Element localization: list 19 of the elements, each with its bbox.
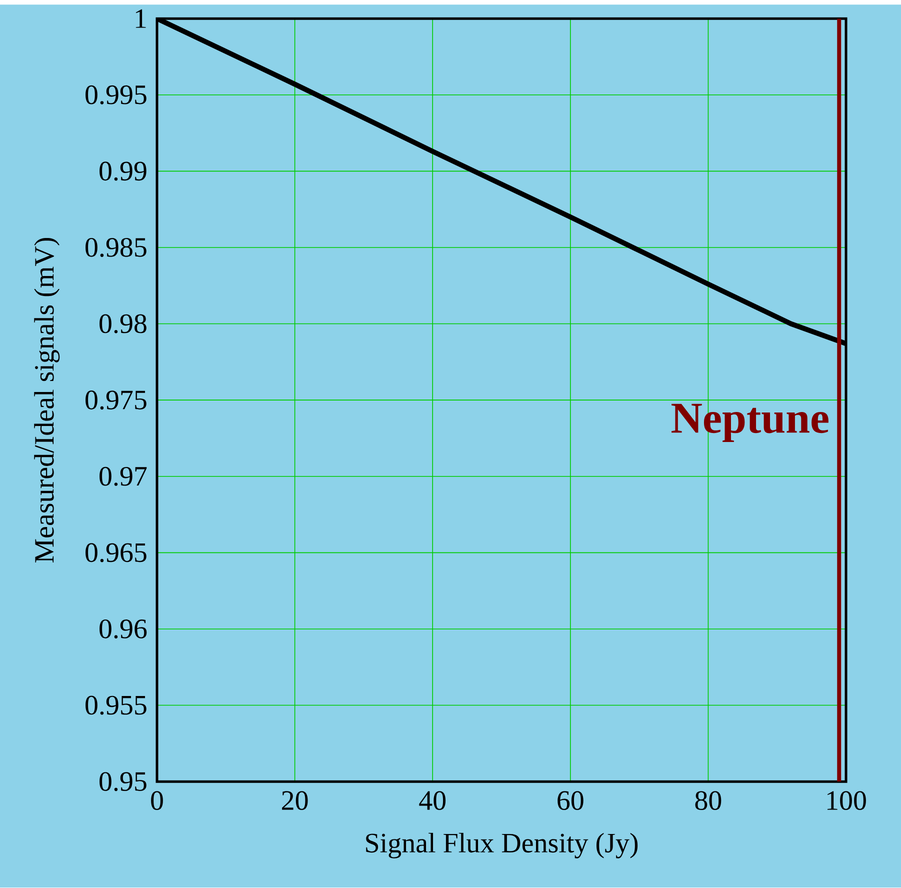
y-tick-label: 0.985 — [86, 238, 146, 258]
x-tick-label: 100 — [827, 791, 866, 810]
y-tick-label: 0.995 — [86, 86, 146, 105]
y-tick-label: 0.99 — [100, 162, 146, 181]
y-tick-label: 0.95 — [100, 772, 146, 792]
y-tick-label: 0.955 — [86, 696, 146, 715]
y-tick-label: 0.98 — [100, 314, 146, 334]
y-tick-label: 0.975 — [86, 390, 146, 410]
y-tick-label: 1 — [136, 10, 146, 28]
x-tick-label: 60 — [558, 791, 584, 810]
x-tick-label: 20 — [282, 791, 308, 810]
y-tick-label: 0.97 — [100, 467, 147, 486]
x-tick-label: 40 — [419, 791, 446, 810]
y-tick-label: 0.965 — [86, 543, 146, 562]
x-tick-label: 0 — [151, 791, 163, 810]
y-tick-label: 0.96 — [100, 620, 147, 639]
y-axis-title: Measured/Ideal signals (mV) — [34, 238, 60, 563]
x-tick-label: 80 — [695, 791, 722, 810]
x-axis-title: Signal Flux Density (Jy) — [366, 833, 638, 859]
